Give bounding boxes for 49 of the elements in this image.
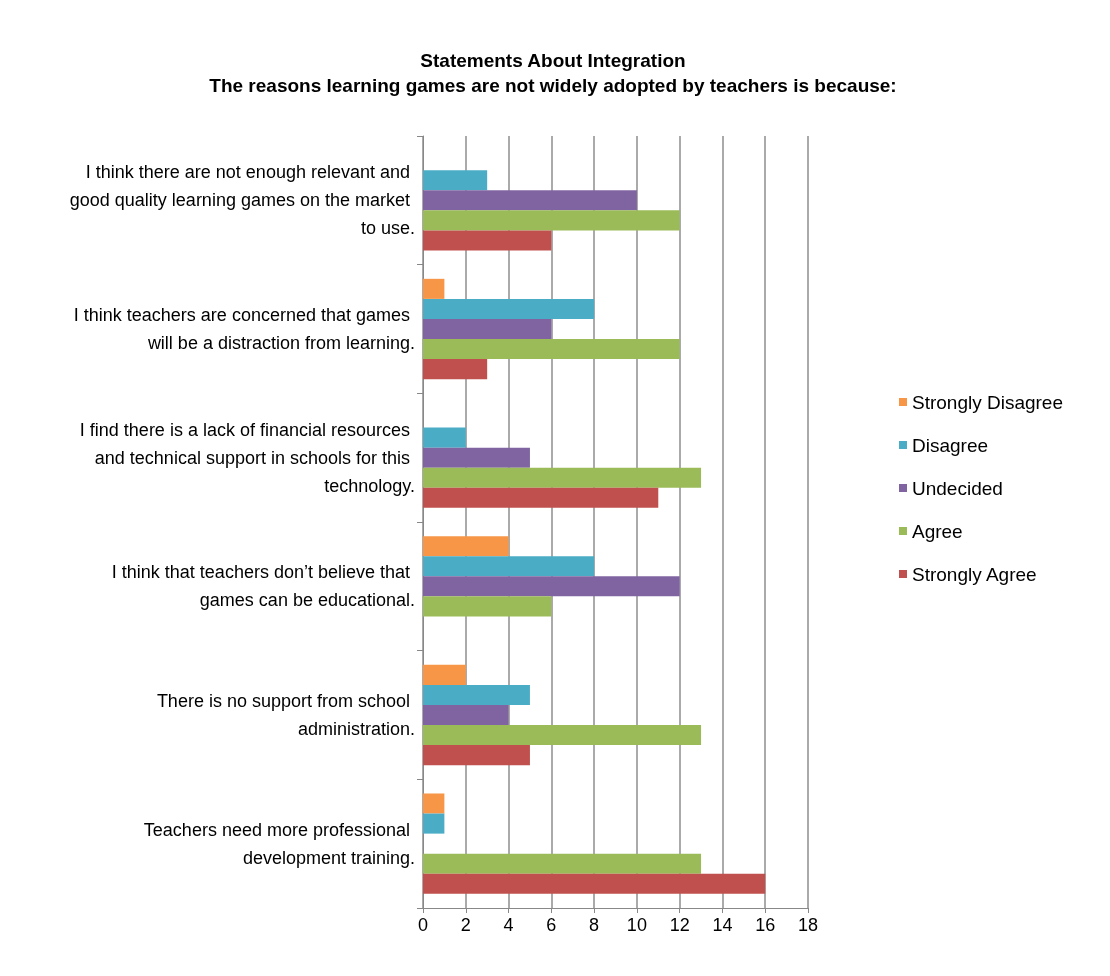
x-tick-label: 12 [669, 915, 690, 935]
legend-label: Disagree [911, 434, 989, 456]
x-tick-label: 14 [712, 915, 733, 935]
bar [423, 536, 509, 557]
x-tick-label: 2 [460, 915, 471, 935]
x-tick-label: 6 [546, 915, 557, 935]
y-tick-label: I think teachers are concerned that games will be a distraction from learning. [73, 305, 415, 353]
x-tick-label: 18 [797, 915, 819, 935]
bar [423, 745, 530, 766]
x-tick-label: 8 [589, 915, 600, 935]
bar [423, 853, 702, 874]
x-tick-label: 0 [417, 915, 429, 935]
x-tick-label: 16 [755, 915, 776, 935]
bar [423, 596, 552, 617]
legend-label: Agree [911, 520, 963, 542]
legend-label: Strongly Agree [911, 563, 1037, 585]
bar [423, 170, 488, 191]
legend-label: Strongly Disagree [911, 391, 1064, 413]
y-tick-label: I think that teachers don’t believe that games can be educational. [111, 562, 415, 611]
bar [423, 664, 466, 685]
bar [423, 725, 702, 746]
bar [423, 556, 595, 577]
y-tick-label: Teachers need more professional development training. [143, 819, 415, 868]
chart-title: Statements About Integration [420, 50, 686, 71]
bar [423, 230, 552, 251]
y-tick-label: There is no support from school administration. [156, 691, 415, 739]
bar [423, 427, 466, 448]
bar [423, 487, 659, 508]
bar [423, 576, 680, 597]
bar [423, 318, 552, 340]
bar [423, 467, 702, 488]
chart-subtitle: The reasons learning games are not widely adopted by teachers is because: [209, 75, 897, 96]
bar [423, 339, 680, 360]
bar [423, 278, 445, 299]
bar [423, 447, 530, 468]
bar [423, 298, 595, 319]
x-tick-label: 10 [626, 915, 647, 935]
y-tick-label: I think there are not enough relevant and good quality learning games on the market to use. [69, 162, 415, 239]
bar [423, 210, 680, 231]
bar [423, 190, 637, 211]
bar [423, 684, 530, 705]
y-tick-label: I find there is a lack of financial resources and technical support in schools for this technology. [79, 419, 415, 496]
bar [423, 873, 766, 894]
bar [423, 813, 445, 834]
bar [423, 704, 509, 726]
bar [423, 793, 445, 814]
x-tick-label: 4 [503, 915, 514, 935]
legend-label: Undecided [911, 477, 1003, 499]
bar [423, 359, 488, 380]
